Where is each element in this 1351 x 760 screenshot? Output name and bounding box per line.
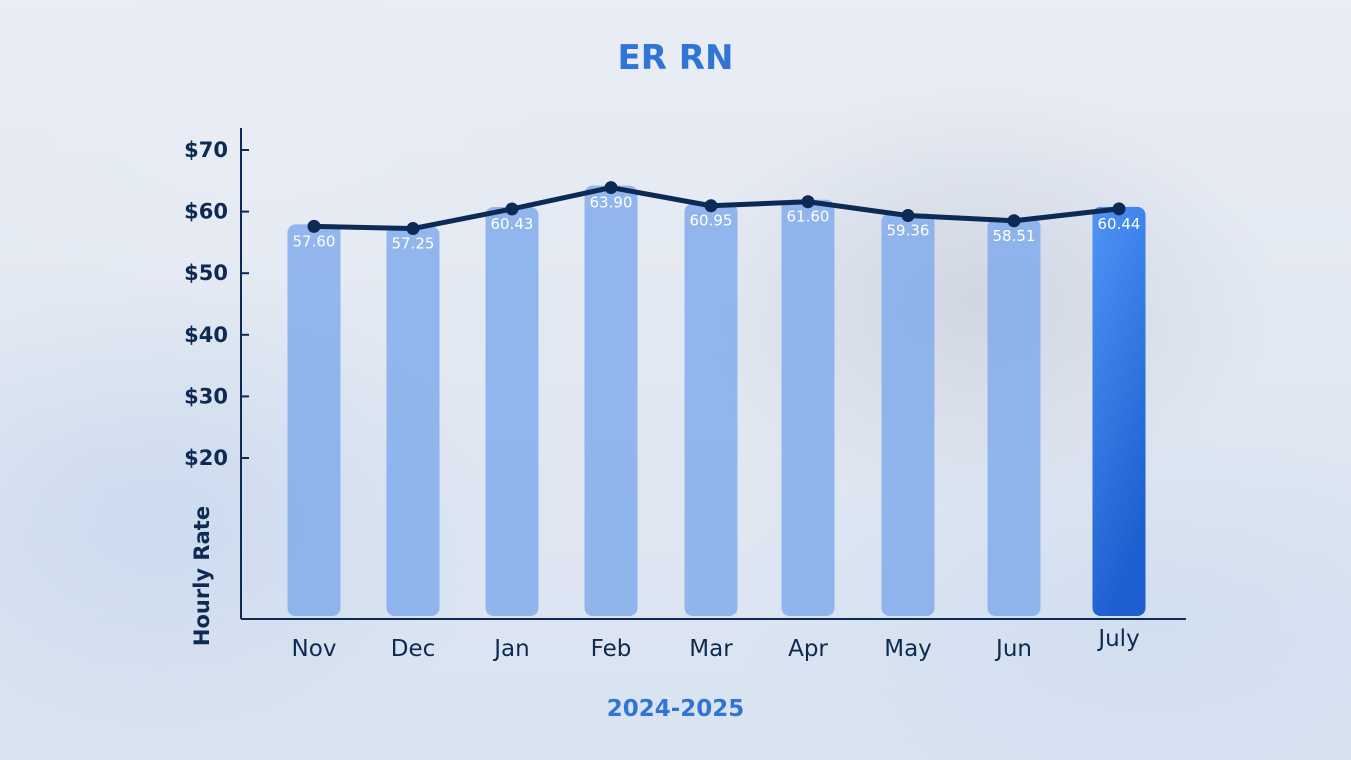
data-label: 61.60 xyxy=(787,208,830,226)
bar-may xyxy=(881,213,935,616)
bar-nov xyxy=(287,224,341,616)
chart-title: ER RN xyxy=(617,38,734,78)
line-point-nov xyxy=(307,219,321,233)
data-label: 59.36 xyxy=(887,222,930,240)
line-point-may xyxy=(901,209,915,223)
x-tick-label: May xyxy=(884,636,932,662)
line-point-apr xyxy=(801,195,815,209)
y-tick-label: $40 xyxy=(184,323,228,347)
bar-dec xyxy=(386,226,440,617)
line-point-feb xyxy=(604,181,618,195)
x-axis-label: 2024-2025 xyxy=(606,696,745,722)
bar-july xyxy=(1092,206,1146,617)
data-label: 60.43 xyxy=(491,215,534,233)
x-tick-label: Jun xyxy=(994,636,1032,662)
y-tick-label: $30 xyxy=(184,384,228,408)
x-tick-label: Feb xyxy=(591,636,632,662)
line-point-july xyxy=(1112,202,1126,216)
y-tick-label: $20 xyxy=(184,446,228,470)
x-tick-label: Nov xyxy=(292,636,337,662)
data-label: 63.90 xyxy=(590,194,633,212)
bar-mar xyxy=(684,203,738,617)
line-point-jan xyxy=(505,202,519,216)
x-tick-label: July xyxy=(1096,626,1139,652)
line-point-mar xyxy=(704,199,718,213)
bar-jan xyxy=(485,206,539,616)
data-label: 57.60 xyxy=(293,232,336,250)
data-label: 57.25 xyxy=(392,235,435,253)
data-label: 58.51 xyxy=(993,227,1036,245)
y-tick-label: $70 xyxy=(184,138,228,162)
data-label: 60.44 xyxy=(1098,215,1141,233)
bar-jun xyxy=(987,218,1041,617)
line-point-jun xyxy=(1007,214,1021,228)
y-tick-label: $50 xyxy=(184,261,228,285)
bar-apr xyxy=(781,199,835,616)
data-label: 60.95 xyxy=(690,212,733,230)
bar-feb xyxy=(584,185,638,617)
x-tick-label: Apr xyxy=(788,636,828,662)
x-tick-label: Dec xyxy=(391,636,436,662)
x-tick-label: Jan xyxy=(492,636,529,662)
x-tick-label: Mar xyxy=(689,636,733,662)
y-tick-label: $60 xyxy=(184,200,228,224)
line-point-dec xyxy=(406,222,420,236)
